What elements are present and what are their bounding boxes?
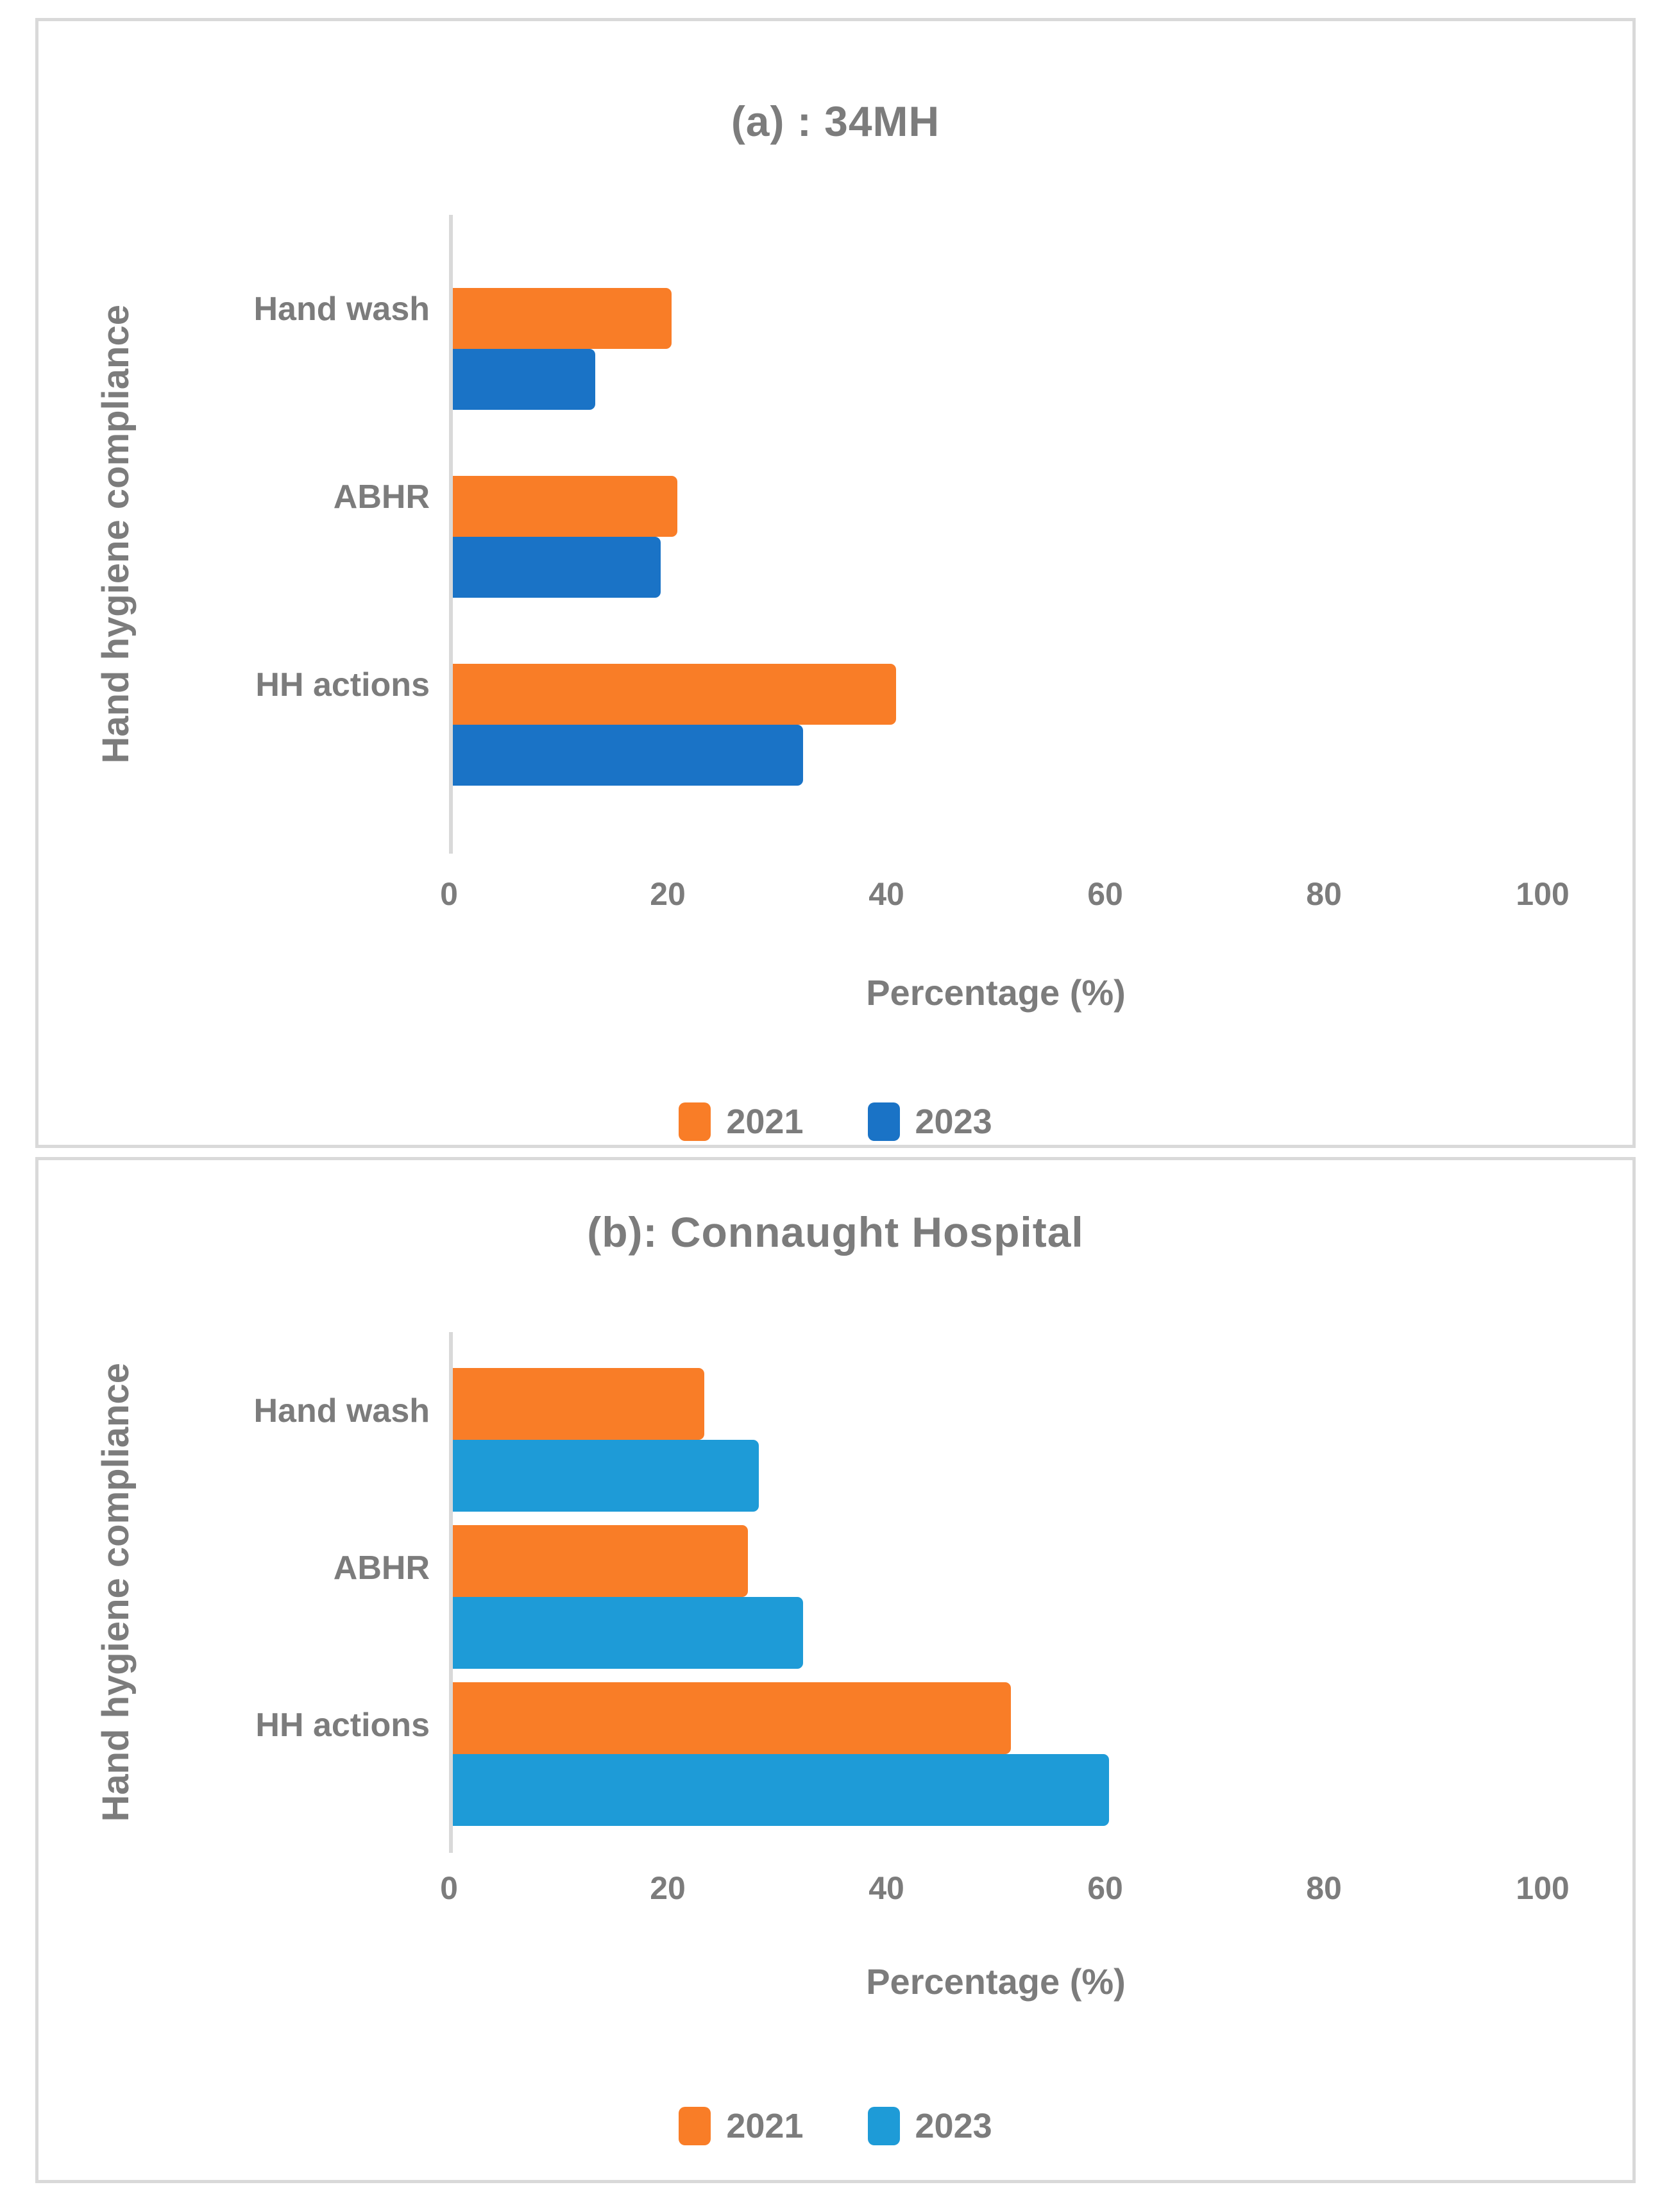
legend-item-2021: 2021 (679, 2106, 804, 2146)
bar-group-abhr (453, 1518, 1546, 1675)
x-tick-label-80: 80 (1306, 876, 1342, 912)
bar-2021-abhr (453, 1524, 749, 1597)
bar-2023-abhr (453, 1596, 803, 1669)
category-labels-a: Hand wash ABHR HH actions (167, 215, 449, 854)
x-tick-label-0: 0 (440, 876, 458, 912)
chart-title-b: (b): Connaught Hospital (587, 1208, 1084, 1256)
x-ticks-row-b: 0 20 40 60 80 100 (38, 1853, 1632, 1911)
x-axis-title-row-a: Percentage (%) (38, 916, 1632, 1013)
y-axis-title-column-a: Hand hygiene compliance (64, 215, 167, 854)
legend-item-2023: 2023 (867, 2106, 992, 2146)
category-label-hh-actions: HH actions (255, 1706, 430, 1744)
x-ticks-b: 0 20 40 60 80 100 (440, 1870, 1570, 1911)
bar-group-hand-wash (453, 1361, 1546, 1518)
x-tick-label-100: 100 (1516, 1870, 1570, 1906)
bar-2023-hh-actions (453, 724, 803, 786)
x-tick-label-40: 40 (868, 1870, 904, 1906)
bar-2021-hh-actions (453, 663, 896, 725)
x-axis-title-spacer-a (38, 916, 449, 1013)
plot-area-a (449, 215, 1546, 854)
plot-row-b: Hand hygiene compliance Hand wash ABHR HH … (38, 1332, 1632, 1853)
legend-a: 2021 2023 (38, 1102, 1632, 1142)
bar-group-abhr (453, 443, 1546, 630)
chart-panel-b: (b): Connaught Hospital Hand hygiene com… (35, 1157, 1636, 2183)
chart-title-a: (a) : 34MH (731, 97, 940, 145)
category-labels-b: Hand wash ABHR HH actions (167, 1332, 449, 1853)
plot-row-a: Hand hygiene compliance Hand wash ABHR HH … (38, 215, 1632, 854)
x-axis-title-b: Percentage (%) (866, 1961, 1126, 2002)
bar-2021-hand-wash (453, 1367, 705, 1440)
bar-2023-hand-wash (453, 348, 595, 410)
x-tick-label-60: 60 (1087, 876, 1123, 912)
bar-2021-hand-wash (453, 287, 672, 349)
x-tick-label-0: 0 (440, 1870, 458, 1906)
x-axis-title-row-b: Percentage (%) (38, 1911, 1632, 2002)
y-axis-title-column-b: Hand hygiene compliance (64, 1332, 167, 1853)
legend-item-2023: 2023 (867, 1102, 992, 1142)
x-tick-label-20: 20 (650, 876, 686, 912)
x-tick-label-20: 20 (650, 1870, 686, 1906)
x-axis-title-spacer-b (38, 1911, 449, 2002)
legend-b: 2021 2023 (38, 2106, 1632, 2146)
bar-2021-abhr (453, 475, 677, 537)
x-ticks-a: 0 20 40 60 80 100 (440, 875, 1570, 916)
x-tick-label-100: 100 (1516, 876, 1570, 912)
legend-label-2023: 2023 (915, 1102, 992, 1141)
x-axis-title-a: Percentage (%) (866, 972, 1126, 1013)
y-axis-title-b: Hand hygiene compliance (94, 1363, 137, 1822)
bar-2023-hh-actions (453, 1753, 1109, 1826)
x-tick-label-40: 40 (868, 876, 904, 912)
legend-swatch-2023 (867, 1102, 900, 1141)
x-tick-label-80: 80 (1306, 1870, 1342, 1906)
legend-swatch-2023 (867, 2107, 900, 2145)
bar-group-hand-wash (453, 255, 1546, 443)
bar-2021-hh-actions (453, 1682, 1011, 1754)
x-tick-label-60: 60 (1087, 1870, 1123, 1906)
x-ticks-spacer-a (38, 854, 449, 916)
bar-group-hh-actions (453, 1675, 1546, 1832)
y-axis-title-a: Hand hygiene compliance (94, 305, 137, 764)
bar-2023-abhr (453, 536, 661, 598)
bar-group-hh-actions (453, 630, 1546, 818)
plot-area-b (449, 1332, 1546, 1853)
legend-label-2021: 2021 (726, 2107, 804, 2145)
category-label-hand-wash: Hand wash (253, 1392, 430, 1430)
legend-swatch-2021 (679, 2107, 711, 2145)
category-label-hand-wash: Hand wash (253, 290, 430, 328)
chart-panel-a: (a) : 34MH Hand hygiene compliance Hand … (35, 18, 1636, 1148)
category-label-abhr: ABHR (333, 478, 430, 516)
legend-item-2021: 2021 (679, 1102, 804, 1142)
category-label-hh-actions: HH actions (255, 666, 430, 704)
legend-label-2021: 2021 (726, 1102, 804, 1141)
category-label-abhr: ABHR (333, 1549, 430, 1587)
legend-swatch-2021 (679, 1102, 711, 1141)
bar-2023-hand-wash (453, 1439, 759, 1512)
x-ticks-spacer-b (38, 1853, 449, 1911)
x-ticks-row-a: 0 20 40 60 80 100 (38, 854, 1632, 916)
legend-label-2023: 2023 (915, 2107, 992, 2145)
